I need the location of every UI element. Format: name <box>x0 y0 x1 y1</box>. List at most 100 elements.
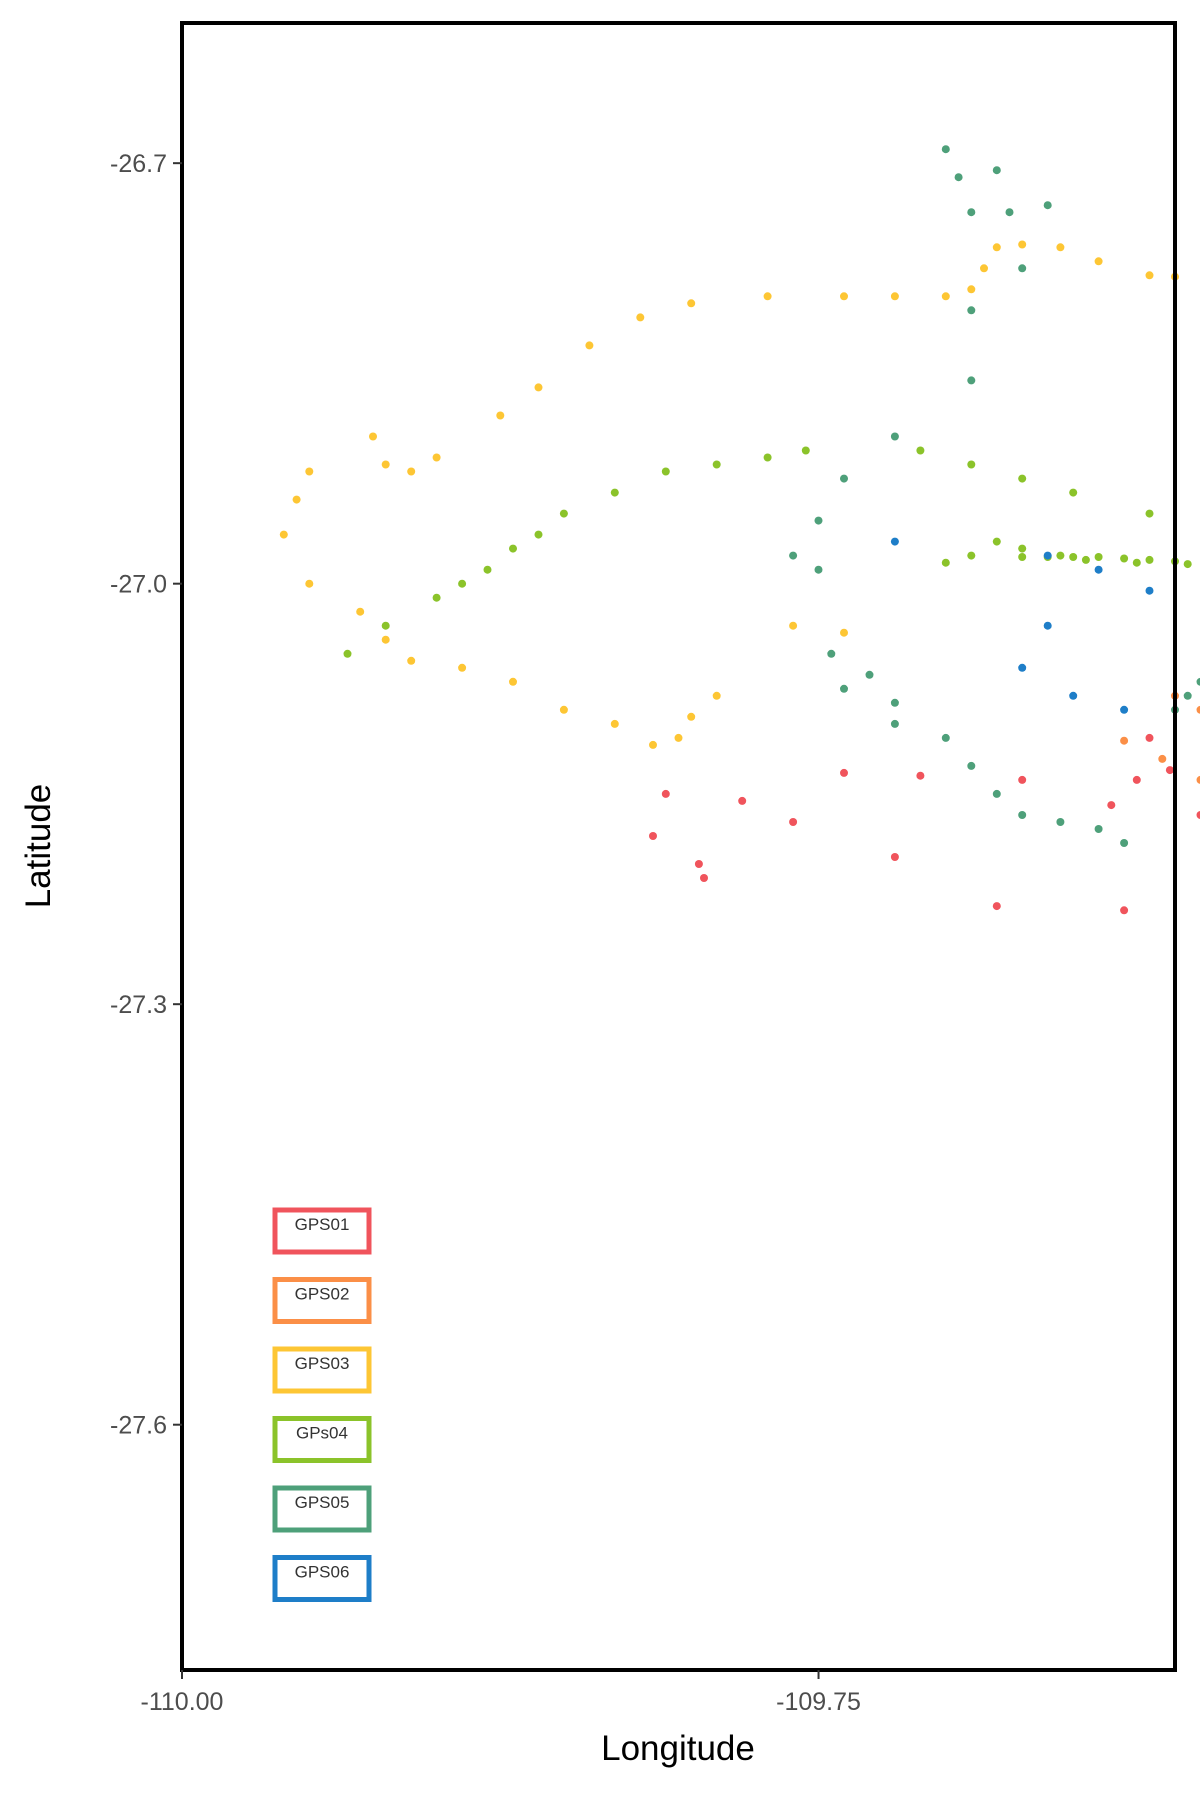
data-point <box>610 488 619 497</box>
data-point <box>458 579 467 588</box>
data-point <box>1069 691 1078 700</box>
data-point <box>534 383 543 392</box>
data-point <box>687 712 696 721</box>
data-point <box>496 411 505 420</box>
data-point <box>941 145 950 154</box>
data-point <box>992 537 1001 546</box>
data-point <box>694 860 703 868</box>
data-point <box>827 649 836 658</box>
data-point <box>967 460 976 469</box>
data-point <box>1018 663 1027 672</box>
data-point <box>814 565 823 574</box>
data-point <box>1018 474 1027 483</box>
data-point <box>407 467 416 476</box>
legend-label: GPS02 <box>295 1285 350 1304</box>
data-point <box>1120 839 1129 847</box>
data-point <box>1018 240 1027 249</box>
data-point <box>1196 811 1200 819</box>
data-point <box>1094 257 1103 266</box>
data-point <box>381 460 390 469</box>
data-point <box>712 460 721 469</box>
data-point <box>890 292 899 301</box>
data-point <box>992 902 1001 911</box>
data-point <box>700 874 708 882</box>
data-point <box>1196 775 1200 784</box>
data-point <box>1018 811 1027 819</box>
data-point <box>890 698 899 707</box>
y-tick-label: -26.7 <box>110 150 167 178</box>
y-tick-label: -27.6 <box>110 1412 167 1440</box>
data-point <box>1043 551 1052 560</box>
data-point <box>1018 544 1027 553</box>
series-gps06 <box>890 537 1154 714</box>
x-tick-label: -109.75 <box>776 1688 861 1716</box>
legend-swatch <box>272 1277 372 1324</box>
x-axis: -110.00-109.75-109.50-109.25 <box>141 1670 861 1716</box>
data-point <box>1145 733 1154 742</box>
legend-item-gps05: GPS05 <box>272 1485 372 1533</box>
data-point <box>649 832 657 840</box>
y-axis: -26.7 -27.0 -27.3 -27.6 <box>110 150 182 1440</box>
data-point <box>1018 553 1027 561</box>
data-point <box>890 432 899 441</box>
data-point <box>674 733 683 742</box>
data-point <box>1196 677 1200 686</box>
data-point <box>840 474 848 483</box>
data-point <box>1018 264 1027 273</box>
data-point <box>356 607 365 616</box>
y-tick-label: -27.0 <box>110 571 167 599</box>
legend-swatch <box>272 1346 372 1394</box>
data-point <box>1145 509 1154 518</box>
data-point <box>840 768 848 777</box>
data-point <box>738 796 747 805</box>
legend-label: GPS03 <box>295 1354 350 1373</box>
data-point <box>840 684 848 693</box>
data-point <box>763 453 772 462</box>
data-point <box>967 285 976 294</box>
data-point <box>1056 551 1065 560</box>
data-point <box>890 537 899 546</box>
data-point <box>1107 801 1116 810</box>
data-point <box>1145 271 1154 280</box>
legend-item-gps04: GPs04 <box>272 1416 372 1463</box>
data-point <box>305 467 314 476</box>
x-tick-label: -110.00 <box>141 1688 224 1716</box>
data-point <box>967 761 976 770</box>
data-point <box>992 243 1001 252</box>
data-point <box>992 166 1001 175</box>
data-point <box>1145 555 1154 564</box>
legend-item-gps03: GPS03 <box>272 1346 372 1394</box>
data-point <box>1120 736 1129 745</box>
data-point <box>649 740 657 749</box>
data-point <box>712 691 721 700</box>
data-point <box>1196 705 1200 714</box>
data-point <box>1183 560 1192 569</box>
y-axis-title: Latitude <box>19 784 58 909</box>
data-point <box>941 292 950 301</box>
data-point <box>458 663 467 672</box>
data-point <box>369 432 377 441</box>
data-point <box>661 789 670 798</box>
data-point <box>1069 488 1078 497</box>
data-point <box>1165 766 1174 775</box>
legend: GPS01 GPS02 GPS03 GPs04 GPS05 GPS06 <box>272 1207 372 1602</box>
data-point <box>1056 818 1065 826</box>
data-point <box>1081 555 1090 564</box>
x-axis-title: Longitude <box>601 1729 755 1768</box>
data-point <box>636 313 645 322</box>
data-point <box>954 173 963 182</box>
data-point <box>840 292 848 301</box>
legend-swatch <box>272 1485 372 1533</box>
data-point <box>661 467 670 476</box>
legend-swatch <box>272 1555 372 1602</box>
data-point <box>1120 705 1129 714</box>
data-point <box>1018 775 1027 784</box>
data-point <box>890 719 899 728</box>
data-point <box>980 264 988 273</box>
data-point <box>1043 621 1052 630</box>
data-point <box>1145 586 1154 595</box>
legend-item-gps02: GPS02 <box>272 1277 372 1324</box>
data-point <box>305 579 314 588</box>
data-point <box>407 656 416 665</box>
